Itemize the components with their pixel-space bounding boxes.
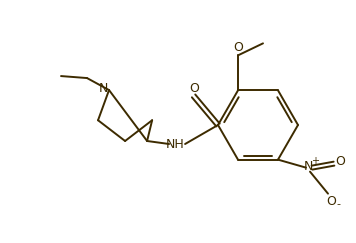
Text: NH: NH	[166, 139, 184, 151]
Text: N: N	[303, 160, 313, 173]
Text: -: -	[336, 199, 340, 209]
Text: N: N	[98, 82, 108, 95]
Text: +: +	[311, 156, 319, 166]
Text: O: O	[233, 41, 243, 54]
Text: O: O	[190, 82, 199, 95]
Text: O: O	[335, 155, 345, 168]
Text: O: O	[326, 195, 336, 208]
